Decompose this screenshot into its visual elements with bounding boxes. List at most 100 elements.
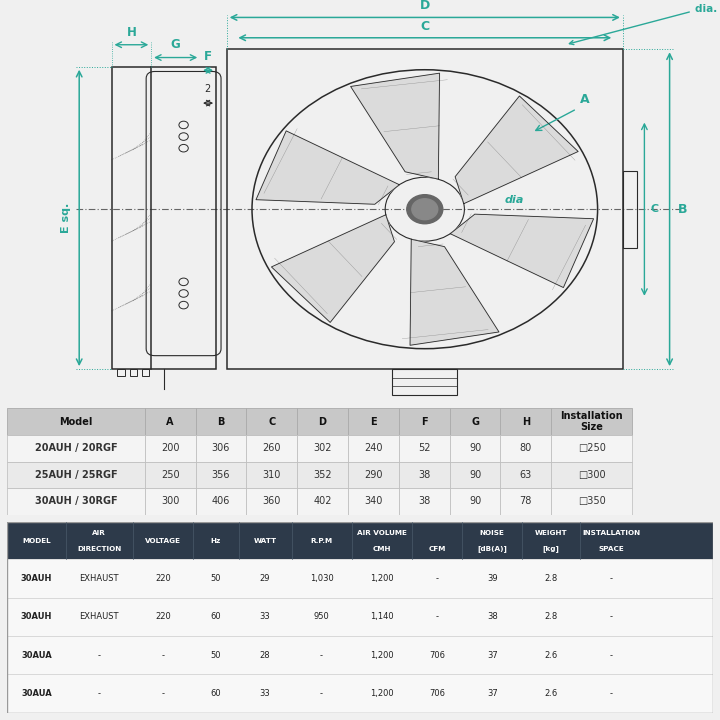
Text: Hz: Hz	[210, 538, 221, 544]
Text: 90: 90	[469, 470, 481, 480]
Text: 352: 352	[313, 470, 332, 480]
Text: 30AUH: 30AUH	[21, 612, 52, 621]
Text: EXHAUST: EXHAUST	[79, 574, 119, 583]
Text: [kg]: [kg]	[543, 545, 559, 552]
Text: 30AUH / 30RGF: 30AUH / 30RGF	[35, 497, 117, 506]
Text: 38: 38	[418, 497, 431, 506]
Text: 60: 60	[210, 689, 221, 698]
FancyBboxPatch shape	[246, 435, 297, 462]
Text: 1,030: 1,030	[310, 574, 333, 583]
Text: 250: 250	[161, 470, 179, 480]
Text: VOLTAGE: VOLTAGE	[145, 538, 181, 544]
FancyBboxPatch shape	[297, 435, 348, 462]
Polygon shape	[455, 96, 578, 204]
FancyBboxPatch shape	[449, 462, 500, 488]
Text: 29: 29	[260, 574, 270, 583]
Text: □350: □350	[578, 497, 606, 506]
Text: 25AUH / 25RGF: 25AUH / 25RGF	[35, 470, 117, 480]
Text: 950: 950	[314, 612, 330, 621]
Text: -: -	[320, 651, 323, 660]
FancyBboxPatch shape	[552, 488, 632, 515]
Text: 38: 38	[487, 612, 498, 621]
FancyBboxPatch shape	[145, 462, 196, 488]
Polygon shape	[410, 239, 499, 346]
Text: C: C	[268, 417, 276, 426]
Bar	[142, 369, 149, 376]
FancyBboxPatch shape	[7, 598, 713, 636]
Text: 2.8: 2.8	[544, 574, 558, 583]
Text: 1,200: 1,200	[369, 689, 393, 698]
Text: 90: 90	[469, 444, 481, 453]
FancyBboxPatch shape	[399, 488, 449, 515]
Text: -: -	[610, 612, 613, 621]
Text: A: A	[580, 93, 590, 106]
FancyBboxPatch shape	[297, 408, 348, 435]
Text: 260: 260	[263, 444, 281, 453]
Text: F: F	[421, 417, 428, 426]
Text: 50: 50	[210, 574, 221, 583]
Text: WATT: WATT	[253, 538, 276, 544]
FancyBboxPatch shape	[145, 435, 196, 462]
Text: E: E	[370, 417, 377, 426]
FancyBboxPatch shape	[348, 462, 399, 488]
Text: CMH: CMH	[372, 546, 391, 552]
Text: 406: 406	[212, 497, 230, 506]
FancyBboxPatch shape	[196, 488, 246, 515]
Text: 20AUH / 20RGF: 20AUH / 20RGF	[35, 444, 117, 453]
Text: □250: □250	[578, 444, 606, 453]
Text: 28: 28	[260, 651, 271, 660]
Text: 60: 60	[210, 612, 221, 621]
Text: 30AUA: 30AUA	[21, 651, 52, 660]
FancyBboxPatch shape	[297, 462, 348, 488]
FancyBboxPatch shape	[7, 462, 145, 488]
Text: -: -	[610, 689, 613, 698]
Text: G: G	[171, 37, 181, 50]
Text: 706: 706	[429, 689, 445, 698]
Text: 306: 306	[212, 444, 230, 453]
FancyBboxPatch shape	[7, 675, 713, 713]
Text: 78: 78	[520, 497, 532, 506]
Text: AIR VOLUME: AIR VOLUME	[356, 530, 407, 536]
Text: 2.6: 2.6	[544, 689, 558, 698]
FancyBboxPatch shape	[7, 522, 713, 559]
Text: 38: 38	[418, 470, 431, 480]
Bar	[117, 369, 125, 376]
Text: 37: 37	[487, 689, 498, 698]
Bar	[392, 369, 457, 395]
Text: 39: 39	[487, 574, 498, 583]
Text: 360: 360	[263, 497, 281, 506]
FancyBboxPatch shape	[7, 408, 145, 435]
Text: H: H	[127, 26, 136, 39]
Text: 90: 90	[469, 497, 481, 506]
Text: 33: 33	[260, 689, 271, 698]
Text: 37: 37	[487, 651, 498, 660]
Text: 1,200: 1,200	[369, 651, 393, 660]
Text: H: H	[522, 417, 530, 426]
FancyBboxPatch shape	[297, 488, 348, 515]
Text: -: -	[161, 689, 164, 698]
Text: C: C	[650, 204, 658, 215]
Text: dia: dia	[505, 194, 524, 204]
Text: 30AUA: 30AUA	[21, 689, 52, 698]
Text: 1,200: 1,200	[369, 574, 393, 583]
FancyBboxPatch shape	[348, 408, 399, 435]
Text: R.P.M: R.P.M	[310, 538, 333, 544]
Text: -: -	[610, 651, 613, 660]
FancyBboxPatch shape	[196, 408, 246, 435]
Text: SPACE: SPACE	[598, 546, 624, 552]
Text: C: C	[420, 20, 429, 33]
Text: D: D	[319, 417, 327, 426]
Text: 356: 356	[212, 470, 230, 480]
Text: 340: 340	[364, 497, 382, 506]
Text: -: -	[436, 574, 438, 583]
Text: 2: 2	[204, 84, 210, 94]
Text: B: B	[678, 203, 688, 216]
Text: 80: 80	[520, 444, 532, 453]
Text: 63: 63	[520, 470, 532, 480]
Text: 52: 52	[418, 444, 431, 453]
Text: [dB(A)]: [dB(A)]	[477, 545, 507, 552]
Text: 290: 290	[364, 470, 382, 480]
Text: -: -	[161, 651, 164, 660]
FancyBboxPatch shape	[449, 435, 500, 462]
Text: 220: 220	[155, 574, 171, 583]
